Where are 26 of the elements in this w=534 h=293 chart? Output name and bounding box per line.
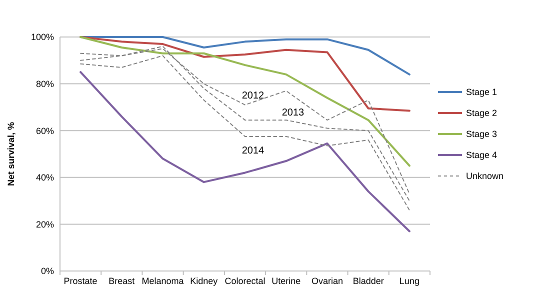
annotation: 2014 [242,146,265,156]
legend-label: Stage 3 [466,129,498,140]
legend-label: Stage 1 [466,87,498,98]
y-tick-label: 40% [36,172,54,183]
annotation: 2013 [282,108,305,118]
x-tick-label: Lung [399,276,420,286]
x-tick-label: Colorectal [224,276,266,286]
y-tick-label: 80% [36,78,54,89]
line-series [80,71,410,232]
legend-label: Stage 4 [466,150,498,160]
x-tick-label: Prostate [64,276,98,286]
y-tick-label: 20% [36,219,54,230]
y-tick-label: 0% [40,266,54,276]
legend-label: Stage 2 [466,108,498,118]
y-tick-label: 100% [30,32,54,42]
y-tick-label: 60% [36,126,54,136]
y-axis-title: Net survival, % [6,122,16,186]
x-tick-label: Kidney [190,276,218,286]
x-tick-label: Breast [108,276,136,286]
legend-label: Unknown [466,171,504,182]
x-tick-label: Ovarian [311,276,343,286]
x-tick-label: Melanoma [142,276,184,286]
annotation: 2012 [242,90,265,102]
x-tick-label: Bladder [352,276,384,286]
x-tick-label: Uterine [272,276,301,286]
line-series [80,36,410,167]
